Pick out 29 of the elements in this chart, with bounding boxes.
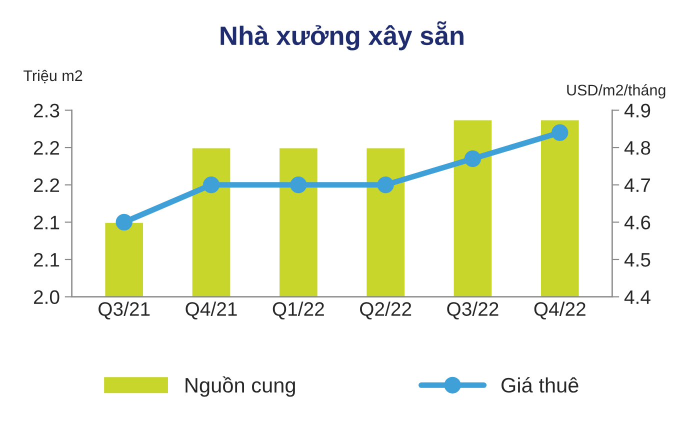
point bbox=[290, 176, 307, 194]
y-tick-label: 2.1 bbox=[34, 252, 60, 267]
x-tick-label: Q4/21 bbox=[186, 302, 237, 320]
x-tick-label: Q1/22 bbox=[272, 302, 324, 320]
y-tick-label: 2.2 bbox=[34, 141, 60, 155]
x-tick-label: Q2/22 bbox=[360, 302, 412, 320]
y-tick-label: 2.2 bbox=[34, 178, 60, 192]
y-axis-title: Triệu m2 bbox=[24, 70, 82, 84]
y2-axis-title: USD/m2/tháng bbox=[567, 84, 666, 99]
legend-label: Nguồn cung bbox=[186, 376, 295, 397]
y-tick-label: 2.3 bbox=[34, 104, 60, 118]
point bbox=[377, 176, 394, 194]
x-tick-label: Q3/21 bbox=[98, 302, 150, 320]
y-tick-label: 2.0 bbox=[34, 290, 60, 304]
y2-tick-label: 4.5 bbox=[624, 253, 650, 267]
x-tick-label: Q3/22 bbox=[447, 302, 498, 320]
y2-tick-label: 4.8 bbox=[624, 141, 650, 155]
y2-tick-label: 4.6 bbox=[624, 216, 650, 230]
point bbox=[552, 124, 568, 141]
y-tick-label: 2.1 bbox=[34, 216, 60, 230]
point bbox=[116, 214, 132, 231]
y2-tick-label: 4.4 bbox=[624, 290, 650, 304]
point bbox=[464, 150, 482, 168]
y2-tick-label: 4.9 bbox=[624, 104, 650, 118]
legend-label: Giá thuê bbox=[502, 377, 578, 393]
point bbox=[202, 176, 220, 194]
x-tick-label: Q4/22 bbox=[534, 302, 586, 320]
y2-tick-label: 4.7 bbox=[624, 178, 650, 192]
chart-title: Nhà xưởng xây sẵn bbox=[220, 21, 464, 50]
